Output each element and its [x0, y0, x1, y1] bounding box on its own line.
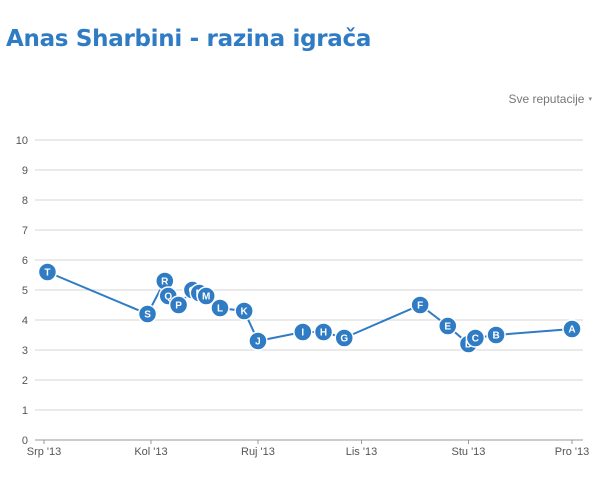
x-tick-label: Srp '13 — [27, 446, 62, 458]
data-point-marker — [248, 331, 268, 351]
data-point-k[interactable]: K — [234, 301, 254, 321]
reputation-filter-dropdown[interactable]: Sve reputacije ▾ — [508, 92, 592, 106]
y-tick-label: 10 — [16, 135, 28, 147]
data-point-label: G — [340, 334, 348, 345]
y-tick-label: 6 — [22, 255, 28, 267]
data-point-label: H — [320, 328, 327, 339]
data-point-b[interactable]: B — [486, 325, 506, 345]
data-point-a[interactable]: A — [562, 319, 582, 339]
data-point-marker — [234, 301, 254, 321]
data-point-marker — [293, 322, 313, 342]
data-point-m[interactable]: M — [196, 286, 216, 306]
data-point-marker — [168, 295, 189, 315]
data-point-label: S — [144, 310, 151, 321]
data-point-j[interactable]: J — [248, 331, 268, 351]
data-point-label: D — [465, 340, 472, 351]
data-point-marker — [37, 262, 58, 282]
data-point-label: J — [255, 337, 261, 348]
data-point-marker — [465, 328, 486, 348]
y-tick-label: 7 — [22, 225, 28, 237]
data-point-i[interactable]: I — [293, 322, 313, 342]
y-tick-label: 9 — [22, 165, 28, 177]
data-point-label: L — [217, 304, 223, 315]
data-point-label: B — [492, 331, 499, 342]
data-point-marker — [486, 325, 506, 345]
data-point-marker — [562, 319, 582, 339]
data-point-label: F — [417, 301, 423, 312]
data-point-c[interactable]: C — [465, 328, 486, 348]
page-title: Anas Sharbini - razina igrača — [6, 26, 372, 52]
data-point-label: Q — [164, 292, 172, 303]
x-tick-label: Ruj '13 — [241, 446, 275, 458]
data-point-marker — [313, 322, 334, 342]
data-point-label: E — [444, 322, 451, 333]
x-tick-label: Stu '13 — [452, 446, 486, 458]
data-point-f[interactable]: F — [410, 295, 430, 315]
y-axis-ticks: 0 1 2 3 4 5 6 7 8 9 10 — [16, 135, 28, 447]
y-tick-label: 5 — [22, 285, 28, 297]
data-point-marker — [210, 298, 230, 318]
data-point-s[interactable]: S — [137, 304, 158, 324]
y-tick-label: 8 — [22, 195, 28, 207]
data-point-label: M — [202, 292, 210, 303]
data-point-marker — [196, 286, 216, 306]
y-tick-label: 0 — [22, 435, 28, 447]
x-tick-label: Pro '13 — [555, 446, 590, 458]
x-tick-label: Lis '13 — [346, 446, 377, 458]
data-point-label: C — [472, 334, 479, 345]
data-point-label: K — [241, 307, 249, 318]
y-tick-label: 4 — [22, 315, 28, 327]
data-point-l[interactable]: L — [210, 298, 230, 318]
data-point-h[interactable]: H — [313, 322, 334, 342]
chevron-down-icon: ▾ — [588, 96, 592, 103]
data-point-t[interactable]: T — [37, 262, 58, 282]
series-markers: TSRQPONMLKJIHGFEDCBA — [37, 262, 582, 354]
y-tick-label: 2 — [22, 375, 28, 387]
x-tick-label: Kol '13 — [134, 446, 167, 458]
data-point-g[interactable]: G — [334, 328, 354, 348]
data-point-e[interactable]: E — [438, 316, 458, 336]
data-point-label: A — [568, 325, 575, 336]
y-tick-label: 1 — [22, 405, 28, 417]
reputation-filter-label: Sve reputacije — [508, 92, 585, 106]
data-point-label: I — [301, 328, 304, 339]
data-point-marker — [410, 295, 430, 315]
data-point-p[interactable]: P — [168, 295, 189, 315]
data-point-label: R — [161, 277, 169, 288]
data-point-marker — [334, 328, 354, 348]
grid-lines — [35, 139, 583, 441]
data-point-marker — [137, 304, 158, 324]
x-axis-ticks: Srp '13 Kol '13 Ruj '13 Lis '13 Stu '13 Pro '… — [27, 440, 590, 458]
y-tick-label: 3 — [22, 345, 28, 357]
data-point-label: T — [44, 268, 50, 279]
data-point-marker — [438, 316, 458, 336]
data-point-label: P — [175, 301, 182, 312]
